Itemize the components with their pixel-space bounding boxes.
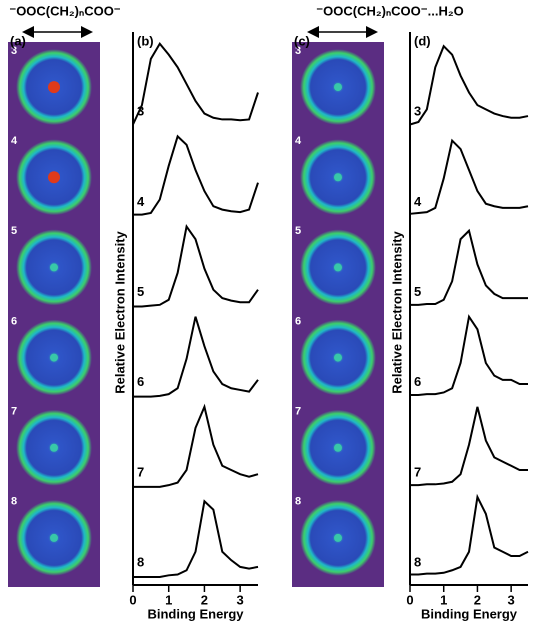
x-tick-label: 2 xyxy=(201,592,208,607)
image-number: 7 xyxy=(295,406,301,418)
center-spot xyxy=(334,534,342,542)
center-spot xyxy=(48,81,60,93)
spectrum-line xyxy=(410,141,528,214)
center-spot xyxy=(50,444,58,452)
image-number: 7 xyxy=(11,406,17,418)
trace-label: 6 xyxy=(137,374,144,389)
x-axis-label: Binding Energy xyxy=(147,606,244,621)
spectrum-line xyxy=(410,407,528,485)
panel-label: (d) xyxy=(414,33,431,48)
image-number: 6 xyxy=(295,315,301,327)
title: ⁻OOC(CH₂)ₙCOO⁻ xyxy=(9,3,120,18)
center-spot xyxy=(50,534,58,542)
spectrum-line xyxy=(410,317,528,395)
x-tick-label: 1 xyxy=(165,592,172,607)
spectrum-line xyxy=(133,136,258,214)
y-axis-label: Relative Electron Intensity xyxy=(112,230,127,393)
x-tick-label: 3 xyxy=(508,592,515,607)
y-axis-label: Relative Electron Intensity xyxy=(389,230,404,393)
trace-label: 3 xyxy=(137,104,144,119)
trace-label: 7 xyxy=(137,464,144,479)
image-number: 8 xyxy=(11,496,17,508)
spectrum-line xyxy=(410,231,528,305)
spectrum-line xyxy=(410,497,528,574)
image-number: 4 xyxy=(11,135,18,147)
spectrum-line xyxy=(133,317,258,397)
center-spot xyxy=(334,83,342,91)
trace-label: 4 xyxy=(414,194,422,209)
panel-label: (a) xyxy=(10,33,26,48)
spectrum-line xyxy=(133,501,258,577)
figure: ⁻OOC(CH₂)ₙCOO⁻ ⁻OOC(CH₂)ₙCOO⁻...H₂O 3 4 5 6… xyxy=(0,0,534,637)
center-spot xyxy=(334,444,342,452)
x-tick-label: 0 xyxy=(129,592,136,607)
trace-label: 8 xyxy=(137,554,144,569)
trace-label: 7 xyxy=(414,464,421,479)
trace-label: 4 xyxy=(137,194,145,209)
center-spot xyxy=(334,354,342,362)
x-tick-label: 1 xyxy=(440,592,447,607)
center-spot xyxy=(334,173,342,181)
image-number: 5 xyxy=(11,225,17,237)
x-tick-label: 0 xyxy=(406,592,413,607)
x-axis-label: Binding Energy xyxy=(421,606,518,621)
x-tick-label: 2 xyxy=(474,592,481,607)
image-number: 6 xyxy=(11,315,17,327)
spectrum-line xyxy=(133,407,258,487)
image-number: 4 xyxy=(295,135,302,147)
trace-label: 3 xyxy=(414,104,421,119)
panel-label: (b) xyxy=(137,33,154,48)
x-tick-label: 3 xyxy=(237,592,244,607)
spectrum-line xyxy=(410,46,528,124)
image-number: 8 xyxy=(295,496,301,508)
title: ⁻OOC(CH₂)ₙCOO⁻...H₂O xyxy=(316,3,463,18)
center-spot xyxy=(334,263,342,271)
trace-label: 8 xyxy=(414,554,421,569)
center-spot xyxy=(50,354,58,362)
spectrum-line xyxy=(133,227,258,307)
spectrum-line xyxy=(133,44,258,125)
center-spot xyxy=(50,263,58,271)
image-number: 5 xyxy=(295,225,301,237)
trace-label: 5 xyxy=(137,284,144,299)
trace-label: 6 xyxy=(414,374,421,389)
trace-label: 5 xyxy=(414,284,421,299)
center-spot xyxy=(48,171,60,183)
panel-label: (c) xyxy=(294,33,310,48)
